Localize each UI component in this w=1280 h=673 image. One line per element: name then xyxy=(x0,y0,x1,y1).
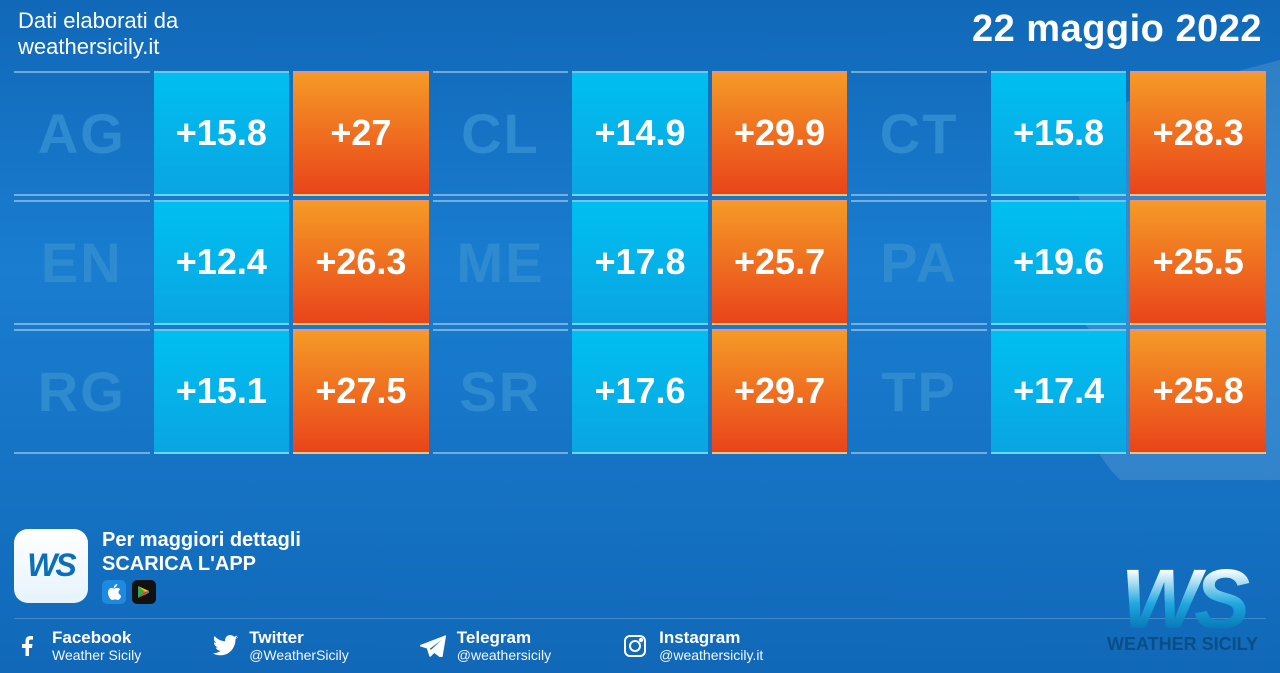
social-handle: Weather Sicily xyxy=(52,648,141,663)
app-promo: WS Per maggiori dettagli SCARICA L'APP xyxy=(14,528,1266,604)
telegram-icon xyxy=(419,632,447,660)
footer: WS Per maggiori dettagli SCARICA L'APP F… xyxy=(14,528,1266,663)
appstore-icon xyxy=(102,580,126,604)
province-code: EN xyxy=(14,200,150,325)
social-handle: @weathersicily.it xyxy=(659,648,763,663)
province-code: PA xyxy=(851,200,987,325)
temp-min: +17.6 xyxy=(572,329,708,454)
socials-row: FacebookWeather Sicily Twitter@WeatherSic… xyxy=(14,618,1266,663)
source-label: Dati elaborati da xyxy=(18,8,178,34)
province-code: SR xyxy=(433,329,569,454)
social-handle: @WeatherSicily xyxy=(249,648,349,663)
social-handle: @weathersicily xyxy=(457,648,551,663)
temp-min: +19.6 xyxy=(991,200,1127,325)
temp-min: +12.4 xyxy=(154,200,290,325)
source-block: Dati elaborati da weathersicily.it xyxy=(18,8,178,61)
province-code: AG xyxy=(14,71,150,196)
date: 22 maggio 2022 xyxy=(972,8,1262,51)
social-instagram: Instagram@weathersicily.it xyxy=(621,629,763,663)
temp-max: +26.3 xyxy=(293,200,429,325)
temp-max: +25.5 xyxy=(1130,200,1266,325)
social-telegram: Telegram@weathersicily xyxy=(419,629,551,663)
social-text: FacebookWeather Sicily xyxy=(52,629,141,663)
instagram-icon xyxy=(621,632,649,660)
social-name: Twitter xyxy=(249,629,349,648)
brand-logo: WS WEATHER SICILY xyxy=(1107,562,1258,655)
temp-min: +14.9 xyxy=(572,71,708,196)
temp-min: +15.8 xyxy=(991,71,1127,196)
province-code: RG xyxy=(14,329,150,454)
temp-max: +29.9 xyxy=(712,71,848,196)
app-icon: WS xyxy=(14,529,88,603)
app-icon-text: WS xyxy=(27,547,75,584)
brand-logo-text: WS xyxy=(1107,562,1258,638)
province-code: ME xyxy=(433,200,569,325)
social-text: Telegram@weathersicily xyxy=(457,629,551,663)
temp-max: +29.7 xyxy=(712,329,848,454)
header: Dati elaborati da weathersicily.it 22 ma… xyxy=(0,0,1280,65)
app-text-block: Per maggiori dettagli SCARICA L'APP xyxy=(102,528,301,604)
playstore-icon xyxy=(132,580,156,604)
province-code: CT xyxy=(851,71,987,196)
source-site: weathersicily.it xyxy=(18,34,178,60)
temperature-grid: AG+15.8+27CL+14.9+29.9CT+15.8+28.3EN+12.… xyxy=(14,71,1266,454)
social-twitter: Twitter@WeatherSicily xyxy=(211,629,349,663)
temp-min: +17.4 xyxy=(991,329,1127,454)
temp-max: +25.7 xyxy=(712,200,848,325)
temp-min: +15.1 xyxy=(154,329,290,454)
province-code: TP xyxy=(851,329,987,454)
app-line2: SCARICA L'APP xyxy=(102,552,301,576)
social-text: Instagram@weathersicily.it xyxy=(659,629,763,663)
social-name: Telegram xyxy=(457,629,551,648)
social-text: Twitter@WeatherSicily xyxy=(249,629,349,663)
social-name: Instagram xyxy=(659,629,763,648)
app-line1: Per maggiori dettagli xyxy=(102,528,301,552)
province-code: CL xyxy=(433,71,569,196)
social-name: Facebook xyxy=(52,629,141,648)
social-facebook: FacebookWeather Sicily xyxy=(14,629,141,663)
temp-max: +27.5 xyxy=(293,329,429,454)
temp-max: +28.3 xyxy=(1130,71,1266,196)
twitter-icon xyxy=(211,632,239,660)
temp-max: +27 xyxy=(293,71,429,196)
temp-max: +25.8 xyxy=(1130,329,1266,454)
temp-min: +15.8 xyxy=(154,71,290,196)
temp-min: +17.8 xyxy=(572,200,708,325)
facebook-icon xyxy=(14,632,42,660)
store-badges xyxy=(102,580,301,604)
